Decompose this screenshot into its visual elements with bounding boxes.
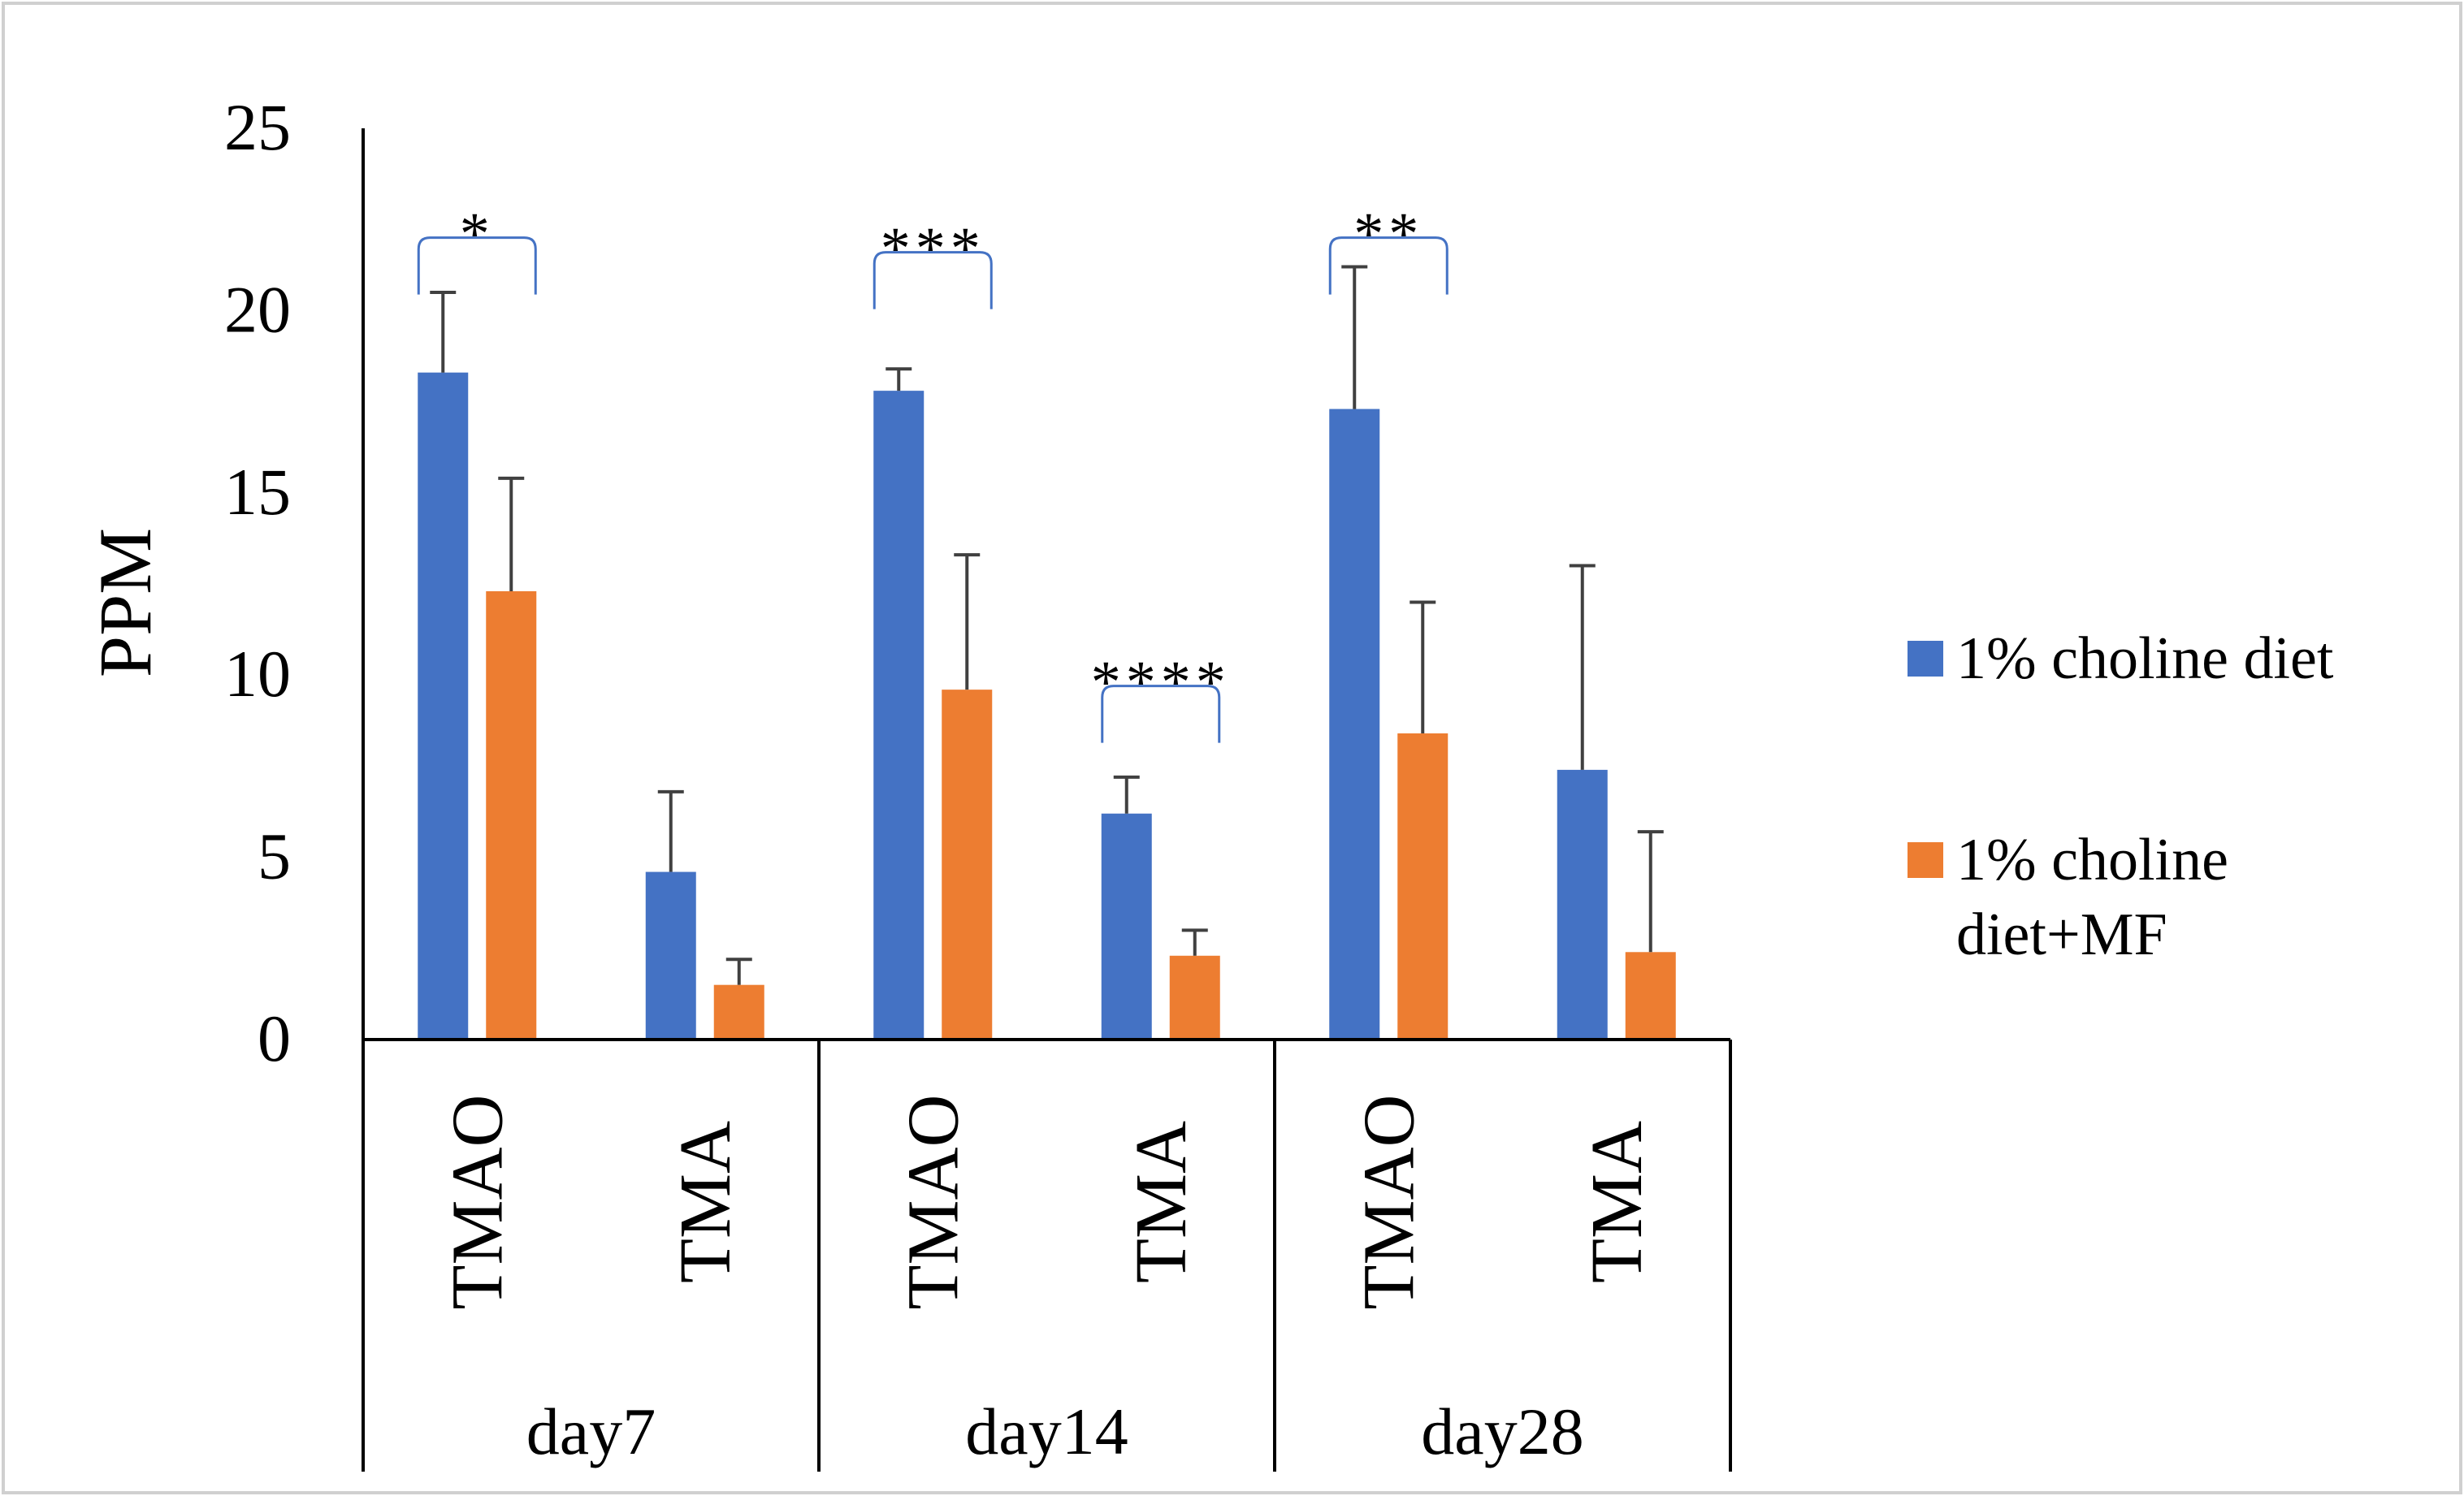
bars — [418, 372, 1676, 1040]
significance-brackets: * ********* — [417, 201, 1449, 743]
bar — [942, 690, 993, 1040]
group-label: day14 — [965, 1394, 1128, 1468]
x-tick-label: TMA — [1121, 1121, 1202, 1283]
bar — [1329, 409, 1380, 1040]
significance-label: * — [460, 201, 495, 268]
significance-bracket — [417, 236, 537, 295]
group-label: day7 — [526, 1394, 656, 1468]
x-axis: TMAO TMA day7 TMAO TMA day14 TMAO TMA day28 — [363, 1038, 1732, 1472]
legend-label: diet+MF — [1956, 901, 2167, 968]
significance-bracket — [1328, 236, 1449, 295]
x-tick-label: TMAO — [893, 1095, 973, 1310]
y-tick-label: 15 — [224, 455, 291, 529]
x-tick-label: TMAO — [1349, 1095, 1429, 1310]
legend-label: 1% choline diet — [1956, 625, 2334, 692]
significance-bracket — [1101, 685, 1221, 743]
significance-bracket — [873, 251, 993, 309]
significance-label: **** — [1091, 650, 1231, 716]
x-tick-label: TMAO — [437, 1095, 517, 1310]
y-tick-label: 10 — [224, 637, 291, 711]
y-axis-label: PPM — [84, 528, 167, 677]
bar — [1625, 952, 1676, 1040]
bar — [1169, 955, 1220, 1040]
x-tick-label: TMA — [1577, 1121, 1657, 1283]
bar — [713, 984, 764, 1040]
y-tick-label: 5 — [258, 819, 291, 893]
legend-swatch — [1908, 842, 1943, 878]
y-tick-label: 20 — [224, 272, 291, 346]
y-tick-label: 25 — [224, 90, 291, 164]
bar — [1101, 813, 1152, 1040]
significance-label: *** — [881, 216, 985, 283]
y-axis: 0 5 10 15 20 25 — [224, 90, 365, 1472]
bar — [1397, 733, 1449, 1040]
bar — [1557, 769, 1608, 1040]
x-tick-label: TMA — [665, 1121, 746, 1283]
bar — [486, 590, 537, 1040]
bar — [873, 391, 925, 1040]
group-label: day28 — [1421, 1394, 1583, 1468]
bar — [645, 871, 696, 1040]
legend-swatch — [1908, 641, 1943, 677]
y-tick-label: 0 — [258, 1001, 291, 1075]
legend-label: 1% choline — [1956, 827, 2228, 893]
legend: 1% choline diet 1% choline diet+MF — [1908, 625, 2334, 968]
significance-label: ** — [1353, 201, 1423, 268]
bar — [418, 372, 469, 1040]
error-bars — [430, 265, 1664, 985]
